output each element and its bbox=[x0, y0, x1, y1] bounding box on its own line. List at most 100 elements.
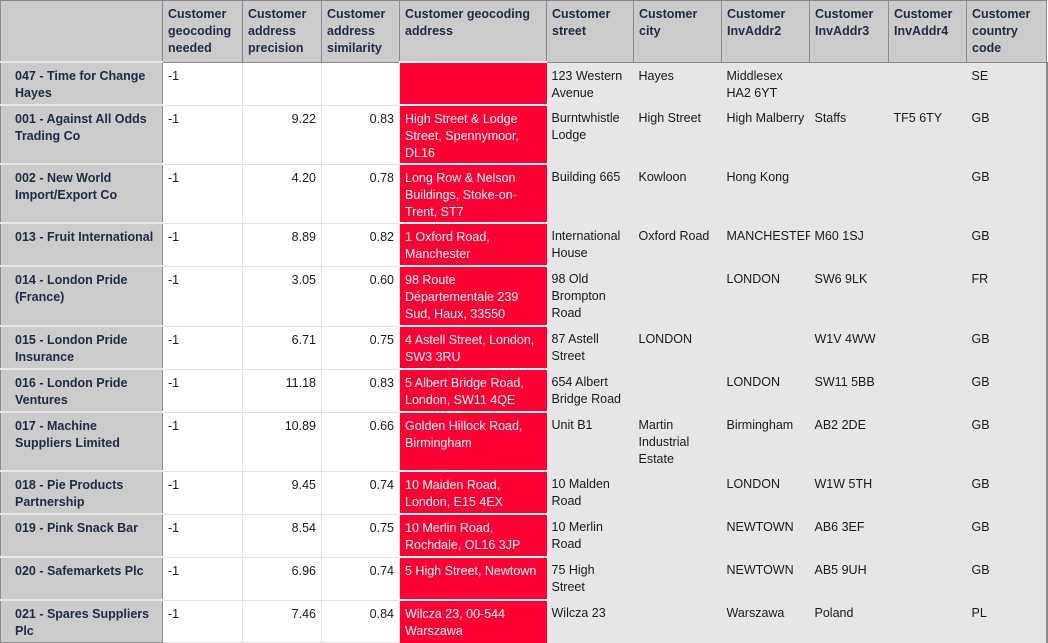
table-row[interactable]: 014 - London Pride (France) -1 3.05 0.60 98 … bbox=[0, 265, 1048, 327]
cell-city[interactable]: LONDON bbox=[633, 326, 722, 369]
cell-geocoding-needed[interactable]: -1 bbox=[162, 61, 243, 106]
cell-geocoding-address[interactable]: Golden Hillock Road, Birmingham bbox=[399, 411, 547, 471]
cell-street[interactable]: Building 665 bbox=[546, 164, 634, 223]
cell-invaddr4[interactable] bbox=[888, 369, 967, 412]
row-header-customer[interactable]: 001 - Against All Odds Trading Co bbox=[0, 104, 163, 165]
cell-geocoding-address[interactable] bbox=[399, 61, 547, 105]
cell-address-precision[interactable]: 8.54 bbox=[242, 513, 322, 558]
row-header-customer[interactable]: 002 - New World Import/Export Co bbox=[0, 163, 163, 224]
cell-street[interactable]: 98 Old Brompton Road bbox=[546, 266, 634, 326]
cell-street[interactable]: 654 Albert Bridge Road bbox=[546, 369, 634, 412]
cell-city[interactable]: Oxford Road bbox=[633, 223, 722, 266]
cell-geocoding-address[interactable]: Wilcza 23, 00-544 Warszawa bbox=[399, 599, 547, 643]
cell-city[interactable]: Martin Industrial Estate bbox=[633, 412, 722, 471]
cell-invaddr2[interactable]: LONDON bbox=[721, 369, 810, 412]
cell-country-code[interactable]: GB bbox=[966, 557, 1048, 600]
column-header-invaddr4[interactable]: Customer InvAddr4 bbox=[888, 0, 967, 63]
cell-geocoding-needed[interactable]: -1 bbox=[162, 513, 243, 558]
cell-invaddr4[interactable] bbox=[888, 412, 967, 471]
cell-geocoding-address[interactable]: High Street & Lodge Street, Spennymoor, … bbox=[399, 104, 547, 164]
cell-invaddr4[interactable] bbox=[888, 62, 967, 105]
column-header-city[interactable]: Customer city bbox=[633, 0, 722, 63]
cell-country-code[interactable]: GB bbox=[966, 369, 1048, 412]
cell-geocoding-address[interactable]: 1 Oxford Road, Manchester bbox=[399, 222, 547, 266]
cell-geocoding-needed[interactable]: -1 bbox=[162, 325, 243, 370]
cell-address-precision[interactable]: 6.96 bbox=[242, 556, 322, 601]
cell-invaddr4[interactable] bbox=[888, 471, 967, 514]
cell-invaddr2[interactable] bbox=[721, 326, 810, 369]
table-row[interactable]: 047 - Time for Change Hayes -1 123 Western… bbox=[0, 61, 1048, 106]
cell-country-code[interactable]: GB bbox=[966, 223, 1048, 266]
cell-invaddr3[interactable]: M60 1SJ bbox=[809, 223, 889, 266]
cell-geocoding-address[interactable]: 4 Astell Street, London, SW3 3RU bbox=[399, 325, 547, 369]
cell-street[interactable]: Wilcza 23 bbox=[546, 600, 634, 643]
cell-invaddr3[interactable]: W1W 5TH bbox=[809, 471, 889, 514]
row-header-customer[interactable]: 021 - Spares Suppliers Plc bbox=[0, 599, 163, 643]
cell-country-code[interactable]: GB bbox=[966, 471, 1048, 514]
cell-invaddr2[interactable]: NEWTOWN bbox=[721, 557, 810, 600]
row-header-customer[interactable]: 016 - London Pride Ventures bbox=[0, 368, 163, 413]
cell-invaddr2[interactable]: Middlesex HA2 6YT bbox=[721, 62, 810, 105]
cell-country-code[interactable]: GB bbox=[966, 514, 1048, 557]
cell-geocoding-needed[interactable]: -1 bbox=[162, 470, 243, 515]
cell-address-precision[interactable]: 9.45 bbox=[242, 470, 322, 515]
cell-address-similarity[interactable]: 0.75 bbox=[321, 513, 400, 558]
column-header-invaddr3[interactable]: Customer InvAddr3 bbox=[809, 0, 889, 63]
cell-address-precision[interactable]: 8.89 bbox=[242, 222, 322, 267]
row-header-customer[interactable]: 017 - Machine Suppliers Limited bbox=[0, 411, 163, 472]
cell-country-code[interactable]: GB bbox=[966, 412, 1048, 471]
column-header-country-code[interactable]: Customer country code bbox=[966, 0, 1047, 63]
cell-geocoding-address[interactable]: 10 Merlin Road, Rochdale, OL16 3JP bbox=[399, 513, 547, 557]
cell-invaddr2[interactable]: Birmingham bbox=[721, 412, 810, 471]
cell-geocoding-address[interactable]: 5 Albert Bridge Road, London, SW11 4QE bbox=[399, 368, 547, 412]
table-row[interactable]: 019 - Pink Snack Bar -1 8.54 0.75 10 Merlin … bbox=[0, 513, 1048, 558]
table-row[interactable]: 013 - Fruit International -1 8.89 0.82 1 Oxf… bbox=[0, 222, 1048, 267]
cell-invaddr3[interactable]: AB2 2DE bbox=[809, 412, 889, 471]
cell-address-similarity[interactable]: 0.75 bbox=[321, 325, 400, 370]
cell-invaddr3[interactable]: Staffs bbox=[809, 105, 889, 164]
cell-address-precision[interactable]: 4.20 bbox=[242, 163, 322, 224]
cell-address-precision[interactable]: 3.05 bbox=[242, 265, 322, 327]
cell-city[interactable] bbox=[633, 514, 722, 557]
cell-geocoding-address[interactable]: Long Row & Nelson Buildings, Stoke-on-Tr… bbox=[399, 163, 547, 223]
cell-street[interactable]: 123 Western Avenue bbox=[546, 62, 634, 105]
cell-street[interactable]: 87 Astell Street bbox=[546, 326, 634, 369]
cell-invaddr2[interactable]: MANCHESTER bbox=[721, 223, 810, 266]
cell-invaddr4[interactable] bbox=[888, 326, 967, 369]
cell-invaddr2[interactable]: Hong Kong bbox=[721, 164, 810, 223]
row-header-customer[interactable]: 014 - London Pride (France) bbox=[0, 265, 163, 327]
table-row[interactable]: 021 - Spares Suppliers Plc -1 7.46 0.84 Wilc… bbox=[0, 599, 1048, 643]
cell-city[interactable] bbox=[633, 369, 722, 412]
cell-invaddr3[interactable] bbox=[809, 62, 889, 105]
cell-street[interactable]: 75 High Street bbox=[546, 557, 634, 600]
cell-address-precision[interactable]: 10.89 bbox=[242, 411, 322, 472]
cell-address-similarity[interactable]: 0.83 bbox=[321, 368, 400, 413]
cell-invaddr3[interactable]: W1V 4WW bbox=[809, 326, 889, 369]
row-header-customer[interactable]: 020 - Safemarkets Plc bbox=[0, 556, 163, 601]
cell-address-similarity[interactable]: 0.84 bbox=[321, 599, 400, 643]
cell-invaddr3[interactable]: AB6 3EF bbox=[809, 514, 889, 557]
cell-city[interactable]: Hayes bbox=[633, 62, 722, 105]
row-header-customer[interactable]: 015 - London Pride Insurance bbox=[0, 325, 163, 370]
cell-country-code[interactable]: GB bbox=[966, 105, 1048, 164]
cell-invaddr4[interactable]: TF5 6TY bbox=[888, 105, 967, 164]
cell-address-similarity[interactable]: 0.78 bbox=[321, 163, 400, 224]
cell-invaddr4[interactable] bbox=[888, 164, 967, 223]
table-row[interactable]: 002 - New World Import/Export Co -1 4.20 0.… bbox=[0, 163, 1048, 224]
column-header-geocoding-needed[interactable]: Customer geocoding needed bbox=[162, 0, 243, 63]
cell-geocoding-address[interactable]: 5 High Street, Newtown bbox=[399, 556, 547, 600]
cell-invaddr3[interactable]: SW11 5BB bbox=[809, 369, 889, 412]
cell-street[interactable]: 10 Malden Road bbox=[546, 471, 634, 514]
cell-invaddr3[interactable]: AB5 9UH bbox=[809, 557, 889, 600]
cell-city[interactable] bbox=[633, 557, 722, 600]
cell-address-precision[interactable]: 7.46 bbox=[242, 599, 322, 643]
column-header-invaddr2[interactable]: Customer InvAddr2 bbox=[721, 0, 810, 63]
column-header-address-similarity[interactable]: Customer address similarity bbox=[321, 0, 400, 63]
cell-geocoding-needed[interactable]: -1 bbox=[162, 368, 243, 413]
cell-invaddr2[interactable]: LONDON bbox=[721, 471, 810, 514]
cell-geocoding-needed[interactable]: -1 bbox=[162, 163, 243, 224]
cell-address-precision[interactable]: 6.71 bbox=[242, 325, 322, 370]
column-header-row-header[interactable] bbox=[0, 0, 163, 63]
cell-geocoding-needed[interactable]: -1 bbox=[162, 556, 243, 601]
column-header-address-precision[interactable]: Customer address precision bbox=[242, 0, 322, 63]
